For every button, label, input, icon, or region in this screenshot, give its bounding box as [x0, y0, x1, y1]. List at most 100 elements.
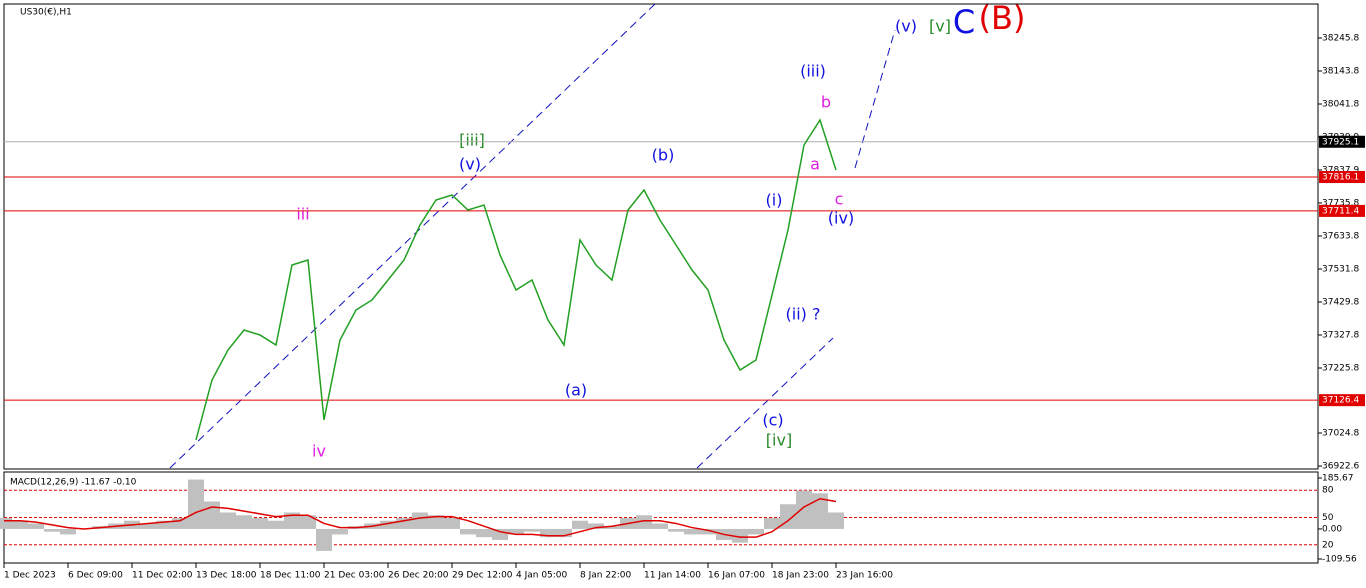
macd-bar	[684, 528, 700, 535]
macd-bar	[300, 515, 316, 529]
macd-bar	[444, 517, 460, 529]
y-tick-label: 38143.8	[1322, 67, 1359, 77]
wave-label: b	[821, 93, 831, 112]
wave-label: (iv)	[828, 209, 854, 228]
macd-bar	[60, 528, 76, 535]
macd-bar	[540, 528, 556, 538]
signal-line	[4, 497, 837, 538]
channel-line	[169, 3, 656, 469]
y-tick-label: 36922.6	[1322, 462, 1359, 472]
macd-bar	[524, 528, 540, 532]
macd-bar	[316, 528, 332, 551]
price-line	[195, 118, 837, 441]
x-tick-label: 29 Dec 12:00	[452, 571, 513, 581]
price-panel	[3, 3, 1319, 470]
macd-bar	[252, 517, 268, 529]
macd-bar	[284, 512, 300, 529]
wave-label: [v]	[929, 17, 951, 36]
wave-label: (a)	[565, 381, 587, 400]
x-tick-label: 26 Dec 20:00	[388, 571, 449, 581]
level-box	[1319, 204, 1365, 217]
y-tick-label: 37429.8	[1322, 297, 1359, 307]
wave-label: (v)	[459, 155, 481, 174]
wave-label: (c)	[762, 411, 783, 430]
wave-label: [iii]	[459, 131, 485, 150]
macd-bar	[268, 520, 284, 529]
x-tick-label: 6 Dec 09:00	[68, 571, 123, 581]
y-tick-label: 37633.8	[1322, 231, 1359, 241]
macd-bar	[508, 528, 524, 535]
wave-label: iii	[296, 205, 309, 224]
macd-bar	[828, 512, 844, 529]
macd-bar	[332, 528, 348, 535]
macd-bar	[428, 515, 444, 529]
macd-bar	[700, 528, 716, 535]
level-label: 50	[1322, 513, 1334, 523]
macd-bar	[492, 528, 508, 540]
level-label: 20	[1322, 540, 1334, 550]
wave-label: C	[953, 3, 975, 41]
wave-label: (i)	[766, 191, 783, 210]
macd-title: MACD(12,26,9) -11.67 -0.10	[10, 478, 137, 488]
x-tick-label: 11 Jan 14:00	[644, 571, 701, 581]
last-price-label: 37925.1	[1322, 137, 1359, 147]
macd-bar	[636, 515, 652, 529]
macd-bar	[380, 520, 396, 529]
wave-label: [iv]	[766, 431, 792, 450]
wave-label: (B)	[979, 0, 1026, 37]
y-tick-label: 37024.8	[1322, 429, 1359, 439]
macd-bar	[460, 528, 476, 535]
wave-label: a	[810, 155, 820, 174]
macd-bar	[748, 528, 764, 535]
macd-bar	[476, 528, 492, 538]
macd-bar	[236, 515, 252, 529]
x-tick-label: 1 Dec 2023	[4, 571, 56, 581]
level-label: 37126.4	[1322, 396, 1359, 406]
macd-bar	[204, 501, 220, 529]
wave-label: (v)	[895, 17, 917, 36]
wave-label: (ii) ?	[786, 305, 821, 324]
macd-bar	[396, 517, 412, 529]
wave-label: c	[835, 190, 844, 209]
y-tick-label: 37531.8	[1322, 264, 1359, 274]
y-tick-label: 38245.8	[1322, 34, 1359, 44]
x-tick-label: 11 Dec 02:00	[132, 571, 193, 581]
x-tick-label: 13 Dec 18:00	[196, 571, 257, 581]
level-label: 37816.1	[1322, 173, 1359, 183]
macd-bar	[796, 490, 812, 529]
macd-bar	[188, 479, 204, 529]
last-price-box	[1319, 135, 1365, 148]
macd-bar	[652, 523, 668, 529]
x-tick-label: 18 Jan 23:00	[772, 571, 829, 581]
macd-bar	[604, 526, 620, 529]
projection-line	[854, 29, 896, 169]
wave-label: (b)	[652, 146, 675, 165]
level-box	[1319, 171, 1365, 184]
macd-bar	[172, 517, 188, 529]
x-tick-label: 4 Jan 05:00	[516, 571, 568, 581]
x-tick-label: 23 Jan 16:00	[836, 571, 893, 581]
level-label: 37711.4	[1322, 206, 1359, 216]
macd-bar	[764, 517, 780, 529]
y-tick-label: 37327.8	[1322, 330, 1359, 340]
wave-label: (iii)	[800, 62, 826, 81]
y-tick-label: 0.00	[1322, 524, 1342, 534]
chart-title: US30(€),H1	[20, 8, 72, 18]
macd-bar	[0, 517, 12, 529]
level-label: 80	[1322, 486, 1334, 496]
macd-bar	[28, 523, 44, 529]
macd-bar	[668, 528, 684, 532]
y-tick-label: 185.67	[1322, 473, 1354, 483]
y-tick-label: 37735.8	[1322, 198, 1359, 208]
y-tick-label: 37225.8	[1322, 363, 1359, 373]
macd-bar	[588, 523, 604, 529]
x-tick-label: 21 Dec 03:00	[324, 571, 385, 581]
macd-bar	[156, 520, 172, 529]
macd-bar	[140, 523, 156, 529]
x-tick-label: 8 Jan 22:00	[580, 571, 632, 581]
level-box	[1319, 394, 1365, 407]
x-tick-label: 18 Dec 11:00	[260, 571, 321, 581]
macd-bar	[556, 528, 572, 538]
macd-bar	[572, 520, 588, 529]
